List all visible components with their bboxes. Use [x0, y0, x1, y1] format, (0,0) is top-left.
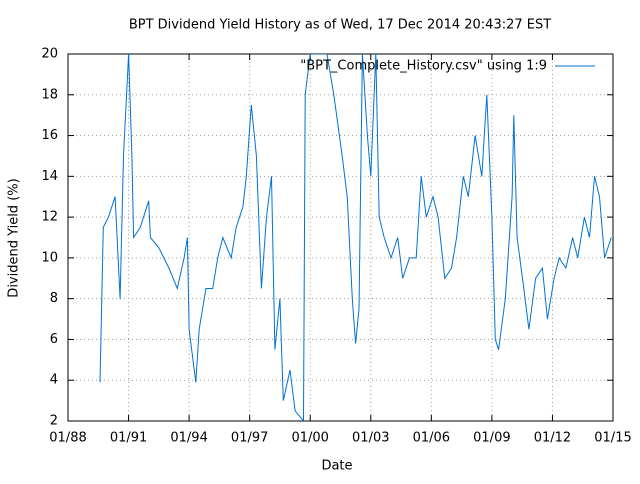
y-tick-label: 2 [50, 414, 58, 429]
legend-label: "BPT_Complete_History.csv" using 1:9 [300, 59, 547, 74]
data-line [99, 54, 612, 421]
x-tick-label: 01/15 [594, 431, 631, 446]
y-tick-label: 4 [50, 373, 58, 388]
y-tick-label: 6 [50, 332, 58, 347]
y-axis-label: Dividend Yield (%) [7, 178, 22, 297]
y-tick-label: 14 [41, 169, 58, 184]
x-tick-label: 01/88 [49, 431, 86, 446]
y-tick-label: 12 [41, 210, 58, 225]
x-tick-label: 01/09 [473, 431, 510, 446]
y-tick-label: 20 [41, 47, 58, 62]
y-tick-label: 8 [50, 291, 58, 306]
x-tick-label: 01/06 [413, 431, 450, 446]
y-tick-label: 18 [41, 87, 58, 102]
x-axis-label: Date [321, 459, 352, 474]
chart-title: BPT Dividend Yield History as of Wed, 17… [129, 18, 551, 33]
x-tick-label: 01/03 [352, 431, 389, 446]
plot-frame [67, 53, 614, 422]
y-tick-label: 10 [41, 250, 58, 265]
y-tick-label: 16 [41, 128, 58, 143]
x-tick-label: 01/94 [170, 431, 207, 446]
x-tick-label: 01/12 [534, 431, 571, 446]
x-tick-label: 01/97 [231, 431, 268, 446]
x-tick-label: 01/91 [110, 431, 147, 446]
x-tick-label: 01/00 [291, 431, 328, 446]
